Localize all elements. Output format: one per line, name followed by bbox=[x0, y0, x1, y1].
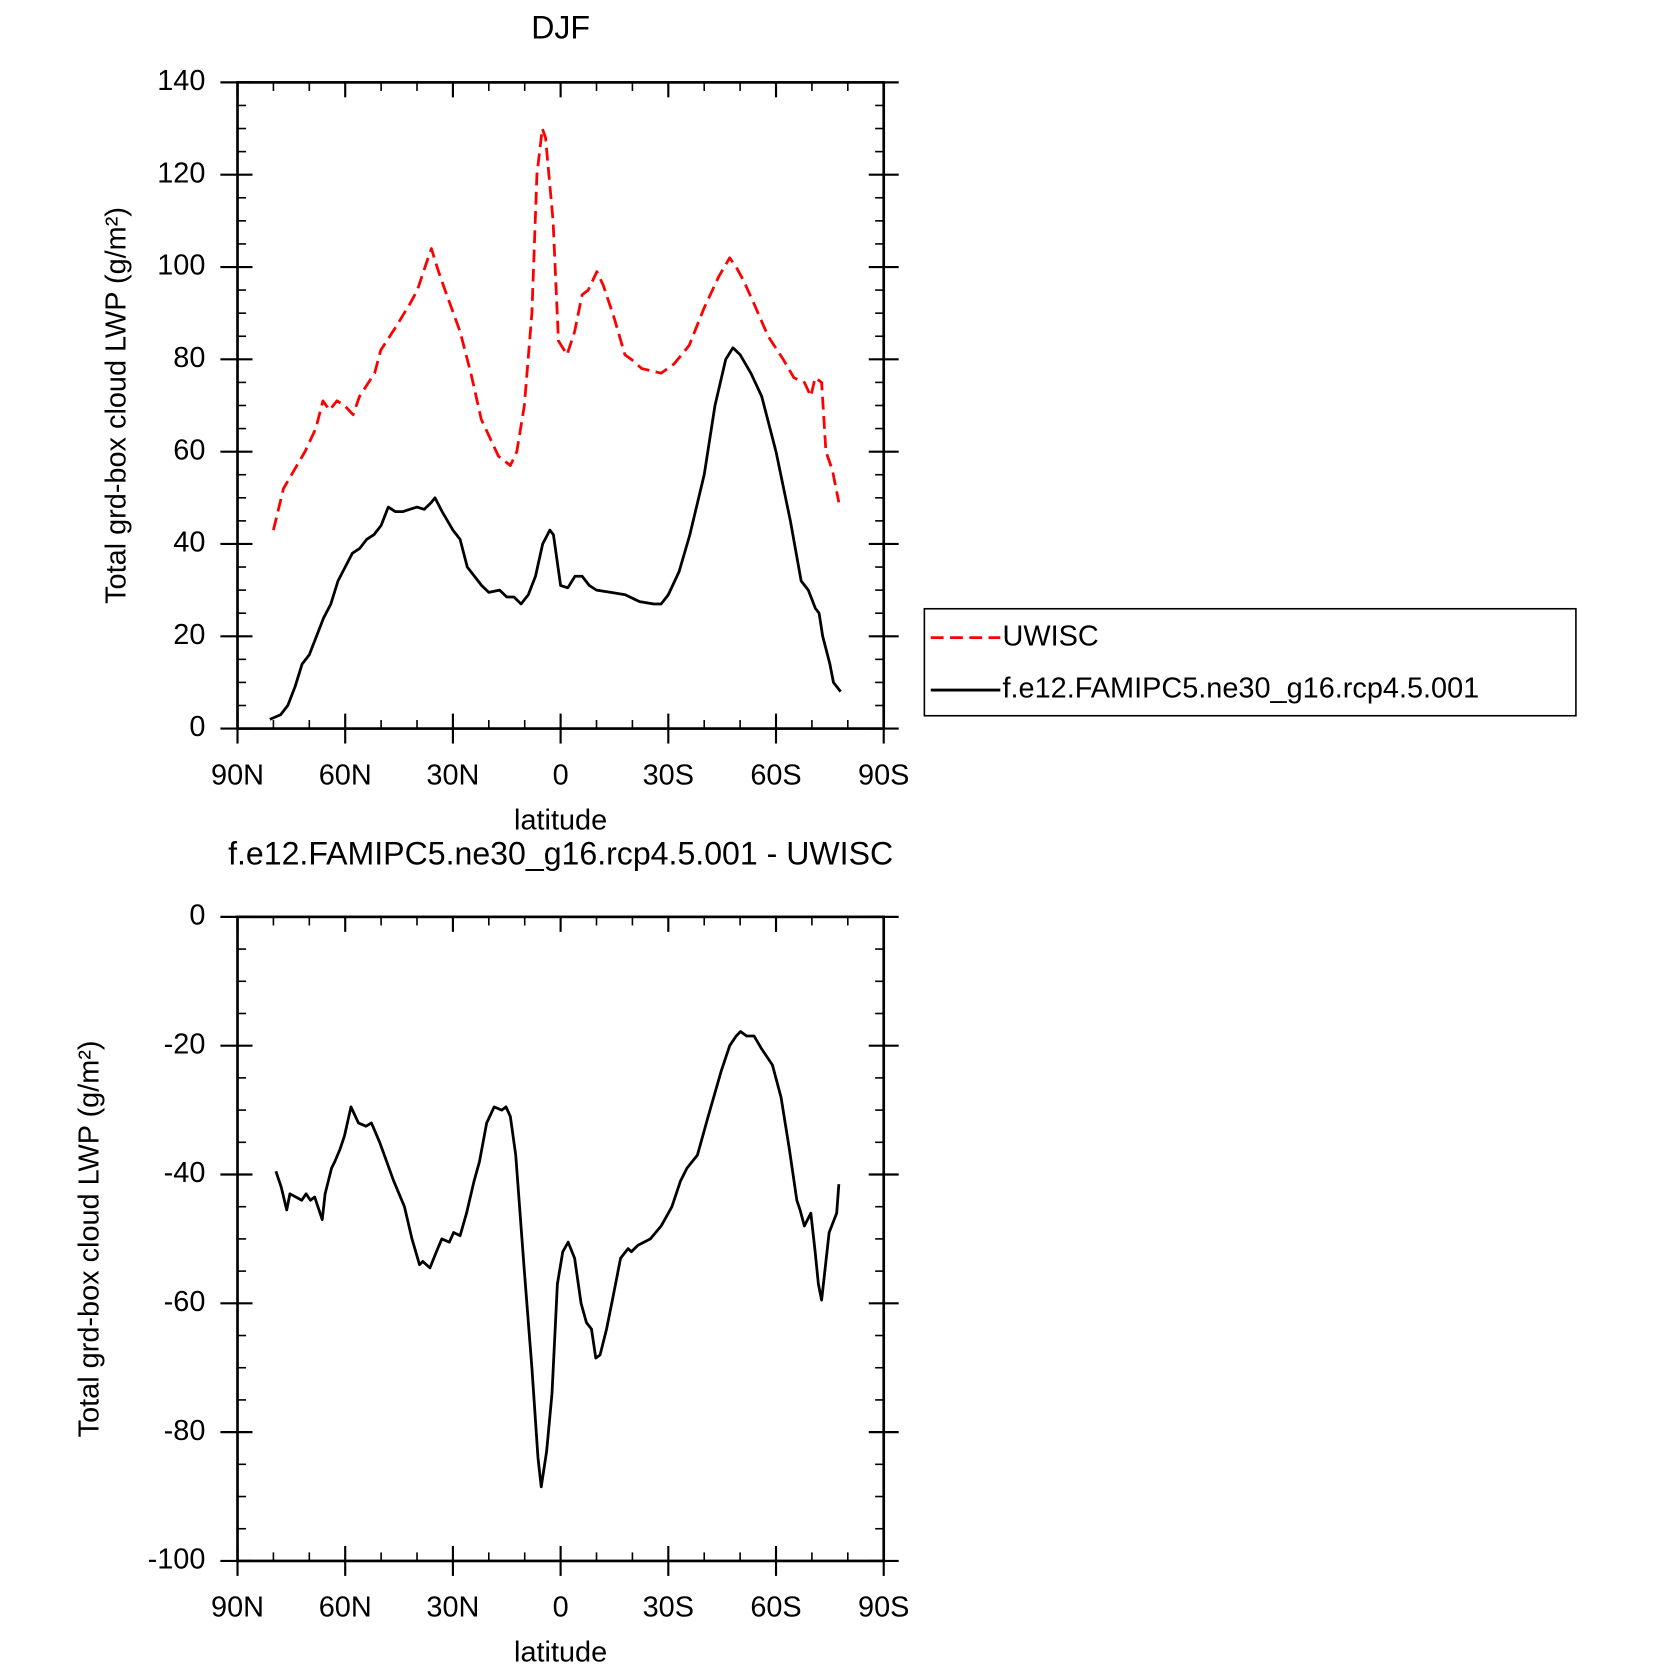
x-tick-label: 0 bbox=[553, 1592, 569, 1624]
x-tick-label: 90S bbox=[858, 759, 909, 791]
y-tick-label: 40 bbox=[173, 527, 205, 559]
y-tick-label: 0 bbox=[189, 900, 205, 932]
x-tick-label: 60S bbox=[750, 1592, 801, 1624]
x-tick-label: 30N bbox=[426, 759, 479, 791]
y-tick-label: -40 bbox=[164, 1157, 206, 1189]
x-tick-label: 30S bbox=[643, 759, 694, 791]
plot-frame bbox=[236, 915, 886, 1563]
y-tick-label: 120 bbox=[157, 157, 205, 189]
x-axis-label: latitude bbox=[514, 1637, 607, 1669]
x-tick-label: 30S bbox=[643, 1592, 694, 1624]
x-tick-label: 60S bbox=[750, 759, 801, 791]
legend-box bbox=[923, 607, 1577, 717]
y-tick-label: 0 bbox=[189, 711, 205, 743]
x-tick-label: 90S bbox=[858, 1592, 909, 1624]
y-tick-label: -80 bbox=[164, 1415, 206, 1447]
x-tick-label: 30N bbox=[426, 1592, 479, 1624]
data-line bbox=[269, 346, 842, 721]
x-tick-label: 60N bbox=[319, 759, 372, 791]
y-tick-label: -60 bbox=[164, 1286, 206, 1318]
y-tick-label: 60 bbox=[173, 434, 205, 466]
legend-label: f.e12.FAMIPC5.ne30_g16.rcp4.5.001 bbox=[1002, 673, 1479, 705]
y-axis-label: Total grd-box cloud LWP (g/m²) bbox=[100, 207, 132, 604]
y-axis-label: Total grd-box cloud LWP (g/m²) bbox=[74, 1040, 106, 1437]
y-tick-label: 140 bbox=[157, 65, 205, 97]
y-tick-label: -100 bbox=[148, 1544, 206, 1576]
chart-title: DJF bbox=[531, 9, 590, 45]
chart-title: f.e12.FAMIPC5.ne30_g16.rcp4.5.001 - UWIS… bbox=[228, 835, 893, 871]
x-tick-label: 90N bbox=[211, 1592, 264, 1624]
x-tick-label: 0 bbox=[553, 759, 569, 791]
x-axis-label: latitude bbox=[514, 804, 607, 836]
y-tick-label: 20 bbox=[173, 619, 205, 651]
data-line bbox=[274, 1030, 841, 1489]
x-tick-label: 90N bbox=[211, 759, 264, 791]
data-line bbox=[272, 127, 841, 531]
x-tick-label: 60N bbox=[319, 1592, 372, 1624]
y-tick-label: 100 bbox=[157, 250, 205, 282]
legend-label: UWISC bbox=[1002, 620, 1098, 652]
y-tick-label: -20 bbox=[164, 1028, 206, 1060]
y-tick-label: 80 bbox=[173, 342, 205, 374]
